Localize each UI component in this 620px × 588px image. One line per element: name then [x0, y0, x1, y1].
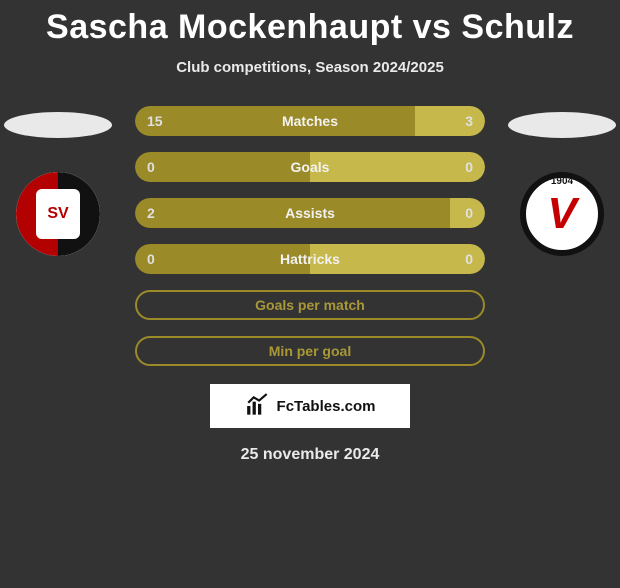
- stat-bar-left-segment: [135, 198, 450, 228]
- stat-bar: Min per goal: [135, 336, 485, 366]
- stat-bar-label: Min per goal: [137, 343, 483, 359]
- stat-bar-left-value: 0: [147, 251, 155, 267]
- stat-bar-left-value: 2: [147, 205, 155, 221]
- stat-bar-label: Goals per match: [137, 297, 483, 313]
- subtitle: Club competitions, Season 2024/2025: [0, 59, 620, 76]
- crest-right-year: 1904: [549, 176, 575, 187]
- club-crest-right: 1904 V: [520, 172, 604, 256]
- stat-bar: 00Goals: [135, 152, 485, 182]
- stat-bar-left-segment: [135, 244, 310, 274]
- stat-bar-right-value: 0: [465, 205, 473, 221]
- chart-icon: [245, 393, 271, 419]
- stat-bar-right-value: 0: [465, 251, 473, 267]
- date-label: 25 november 2024: [0, 446, 620, 464]
- player-left-side: [3, 106, 113, 256]
- page-title: Sascha Mockenhaupt vs Schulz: [0, 8, 620, 47]
- stat-bar-left-segment: [135, 152, 310, 182]
- player-right-avatar: [508, 112, 616, 138]
- stat-bar-right-segment: [310, 152, 485, 182]
- stat-bar-left-value: 0: [147, 159, 155, 175]
- player-right-side: 1904 V: [507, 106, 617, 256]
- stat-bar-right-segment: [310, 244, 485, 274]
- player-left-avatar: [4, 112, 112, 138]
- stat-bar-right-value: 3: [465, 113, 473, 129]
- crest-right-letter: V: [547, 192, 576, 236]
- attribution-text: FcTables.com: [277, 398, 376, 415]
- club-crest-left: [16, 172, 100, 256]
- stat-bar: Goals per match: [135, 290, 485, 320]
- stat-bar: 20Assists: [135, 198, 485, 228]
- comparison-panel: 153Matches00Goals20Assists00HattricksGoa…: [0, 106, 620, 366]
- stat-bar-left-segment: [135, 106, 415, 136]
- stat-bar: 00Hattricks: [135, 244, 485, 274]
- stat-bar-right-value: 0: [465, 159, 473, 175]
- stat-bar-left-value: 15: [147, 113, 163, 129]
- stat-bar: 153Matches: [135, 106, 485, 136]
- attribution-badge: FcTables.com: [210, 384, 410, 428]
- stat-bar-right-segment: [415, 106, 485, 136]
- stat-bars: 153Matches00Goals20Assists00HattricksGoa…: [135, 106, 485, 366]
